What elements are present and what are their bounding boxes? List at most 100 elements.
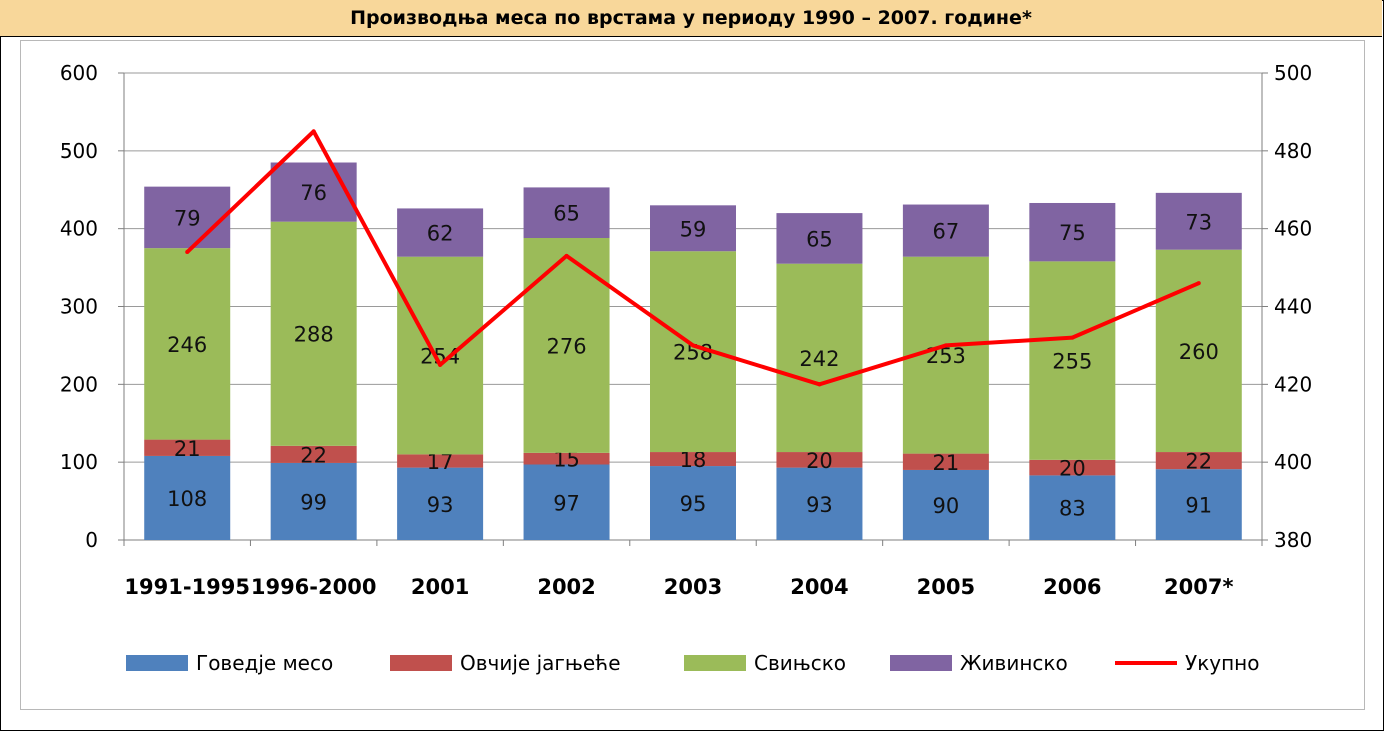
bar-beef [776,467,863,540]
total-point [438,362,443,367]
bar-lamb [902,453,989,470]
data-label: 90 [933,494,960,518]
x-tick-label: 2004 [790,575,848,599]
bar-poultry [397,208,484,257]
data-label: 97 [553,491,580,515]
data-label: 83 [1059,497,1086,521]
bar-poultry [523,187,610,239]
legend-label: Укупно [1185,651,1260,675]
data-label: 242 [799,347,839,371]
y2-tick-label: 440 [1274,295,1312,319]
bar-beef [1155,469,1242,540]
bar-pork [270,221,357,446]
data-label: 67 [933,220,960,244]
bar-pork [1029,261,1116,460]
x-tick-label: 2007* [1164,575,1233,599]
legend-swatch [890,655,952,671]
bar-lamb [776,452,863,468]
bar-beef [397,467,484,540]
data-label: 22 [1185,450,1212,474]
y2-tick-label: 420 [1274,372,1312,396]
y-tick-label: 500 [60,139,98,163]
data-label: 79 [174,206,201,230]
legend-label: Говедје месо [196,651,333,675]
data-label: 22 [300,443,327,467]
y2-tick-label: 400 [1274,450,1312,474]
bar-lamb [270,445,357,463]
bar-lamb [523,452,610,465]
bar-poultry [1029,202,1116,262]
data-label: 20 [1059,457,1086,481]
bar-poultry [776,213,863,264]
bar-lamb [1029,459,1116,476]
data-label: 65 [553,202,580,226]
total-point [311,129,316,134]
data-label: 21 [933,451,960,475]
legend-label: Живинско [960,651,1068,675]
bar-poultry [1155,192,1242,250]
data-label: 20 [806,449,833,473]
chart-title: Производња меса по врстама у периоду 199… [350,7,1032,29]
bar-beef [270,462,357,540]
legend-label: Овчије јагњеће [460,651,621,675]
bar-pork [776,263,863,453]
x-tick-label: 2002 [537,575,595,599]
legend-swatch [126,655,188,671]
legend-swatch [390,655,452,671]
data-label: 255 [1052,350,1092,374]
y-tick-label: 100 [60,450,98,474]
data-label: 76 [300,181,327,205]
data-label: 73 [1185,210,1212,234]
bar-pork [650,251,736,453]
y2-tick-label: 380 [1274,528,1312,552]
data-label: 246 [167,333,207,357]
x-tick-label: 1996-2000 [251,575,377,599]
bar-lamb [1155,452,1242,470]
y2-tick-label: 500 [1274,61,1312,85]
data-label: 99 [300,490,327,514]
y-tick-label: 300 [60,295,98,319]
total-point [817,382,822,387]
data-label: 260 [1179,340,1219,364]
bar-beef [523,464,610,540]
data-label: 91 [1185,494,1212,518]
data-label: 93 [806,493,833,517]
x-tick-label: 2003 [664,575,722,599]
data-label: 62 [427,222,454,246]
total-point [1196,281,1201,286]
bar-poultry [650,205,736,252]
total-point [185,250,190,255]
data-label: 276 [547,334,587,358]
y-tick-label: 400 [60,217,98,241]
bar-pork [144,248,231,440]
bar-poultry [902,204,989,257]
data-label: 59 [680,217,707,241]
y-tick-label: 200 [60,372,98,396]
legend-swatch [684,655,746,671]
bar-lamb [397,454,484,468]
total-point [564,253,569,258]
bar-poultry [144,186,231,249]
bar-pork [397,256,484,455]
x-tick-label: 2006 [1043,575,1101,599]
x-tick-label: 1991-1995 [124,575,250,599]
data-label: 21 [174,437,201,461]
bar-beef [1029,475,1116,540]
total-point [943,343,948,348]
total-point [691,343,695,348]
total-point [1070,335,1075,340]
bar-lamb [144,439,231,456]
data-label: 108 [167,487,207,511]
bar-beef [650,466,736,540]
bar-beef [144,455,231,540]
y2-tick-label: 460 [1274,217,1312,241]
y2-tick-label: 480 [1274,139,1312,163]
x-tick-label: 2001 [411,575,469,599]
bar-poultry [270,162,357,222]
data-label: 75 [1059,221,1086,245]
title-bar: Производња меса по врстама у периоду 199… [0,0,1382,37]
data-label: 288 [294,323,334,347]
y-tick-label: 600 [60,61,98,85]
data-label: 93 [427,493,454,517]
